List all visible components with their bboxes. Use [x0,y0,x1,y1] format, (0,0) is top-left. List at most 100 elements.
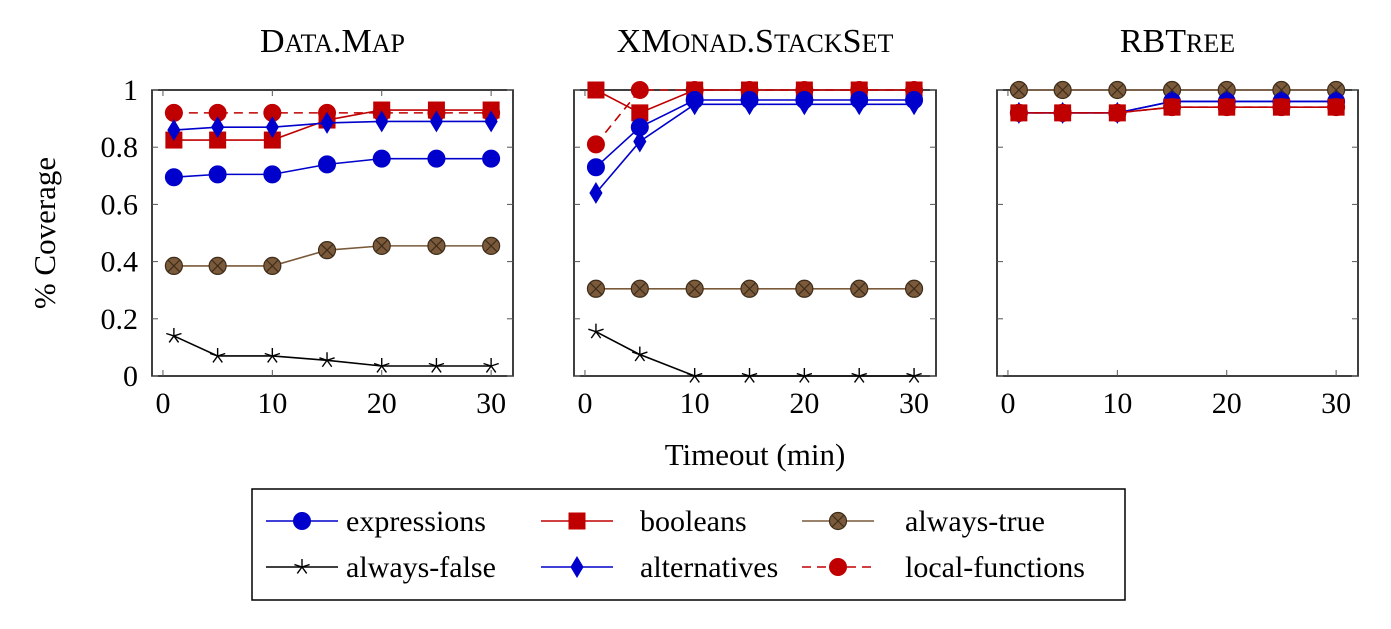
data-point [429,110,444,133]
data-point [427,149,446,168]
legend-marker [829,558,847,576]
legend-marker [570,556,584,578]
data-point [633,130,647,153]
legend-label: local-functions [905,551,1085,584]
data-point [740,279,759,298]
data-point [1217,98,1236,117]
legend-marker [568,512,586,530]
data-point [586,135,605,154]
x-tick-label: 0 [155,387,170,420]
data-point [630,279,649,298]
data-point [851,368,868,383]
data-point [1053,80,1072,100]
y-tick-label: 0.6 [101,188,139,221]
panel-3: RBTREE 0 10 20 30 [996,23,1359,420]
x-tick-label: 10 [680,387,710,420]
data-point [211,116,225,139]
data-point [1053,103,1072,122]
legend-label: always-true [905,505,1045,538]
data-point [164,256,183,275]
data-point [795,279,814,298]
series-always-false [588,323,922,383]
y-tick-label: 0.4 [101,246,139,279]
data-point [166,327,182,343]
legend-marker [294,559,310,574]
legend-entry-local-functions: local-functions [802,551,1085,584]
data-point [630,81,649,99]
data-point [1327,98,1346,117]
plot-frame [151,89,514,377]
data-point [482,236,501,255]
legend-marker [293,512,311,530]
legend-entry-always-true: always-true [802,505,1045,538]
x-tick-label: 0 [577,387,592,420]
data-point [427,236,446,255]
series-always-true [164,236,501,275]
panel-2: XMONAD.STACKSET 0 10 20 30 [573,23,937,420]
y-tick-label: 1 [123,74,138,107]
data-point [372,149,391,168]
data-point [483,357,499,373]
data-point [1108,80,1127,100]
data-point [318,155,337,174]
data-point [685,279,704,298]
data-point [264,347,281,363]
data-point [320,111,334,134]
data-point [1009,103,1028,122]
data-point [904,279,924,298]
plot-frame [996,89,1359,377]
data-point [484,110,498,133]
series-always-false [166,327,499,373]
data-point [265,116,279,139]
data-point [263,256,282,275]
data-point [686,368,703,383]
data-point [588,323,604,339]
data-point [373,357,390,373]
panel-title: RBTREE [1120,23,1235,60]
data-point [586,279,606,298]
panel-title: DATA.MAP [260,23,405,60]
data-point [742,93,757,116]
series-alternatives [167,110,498,142]
data-point [741,368,758,383]
data-point [850,279,869,298]
legend-label: expressions [346,505,486,538]
data-point [797,93,811,116]
y-tick-label: 0 [123,360,138,393]
legend-entry-expressions: expressions [266,505,486,538]
data-point [263,165,282,184]
series-expressions [164,149,501,187]
data-point [319,352,335,368]
x-tick-label: 10 [1102,387,1132,420]
data-point [317,241,337,260]
legend-box [251,488,1126,601]
data-point [906,368,922,383]
legend: expressions booleans always-true always-fal… [251,488,1126,601]
data-point [589,181,603,204]
x-tick-label: 20 [789,387,819,420]
data-point [631,346,648,362]
x-tick-label: 30 [1321,387,1351,420]
data-point [586,158,605,177]
legend-entry-always-false: always-false [266,551,496,584]
y-tick-label: 0.8 [101,131,139,164]
data-point [688,93,702,116]
data-point [1108,103,1127,122]
x-tick-label: 20 [367,387,397,420]
legend-label: booleans [640,505,747,538]
data-point [1163,98,1182,117]
legend-marker [828,511,848,531]
data-point [164,103,183,122]
data-point [375,110,389,133]
data-point [1272,98,1291,117]
data-point [208,256,227,275]
series-always-true [586,279,924,298]
series-local-functions [1009,98,1346,122]
x-tick-label: 20 [1212,387,1242,420]
legend-entry-alternatives: alternatives [541,551,778,584]
x-tick-label: 10 [257,387,287,420]
x-tick-label: 30 [899,387,929,420]
data-point [482,149,501,168]
data-point [587,81,605,99]
